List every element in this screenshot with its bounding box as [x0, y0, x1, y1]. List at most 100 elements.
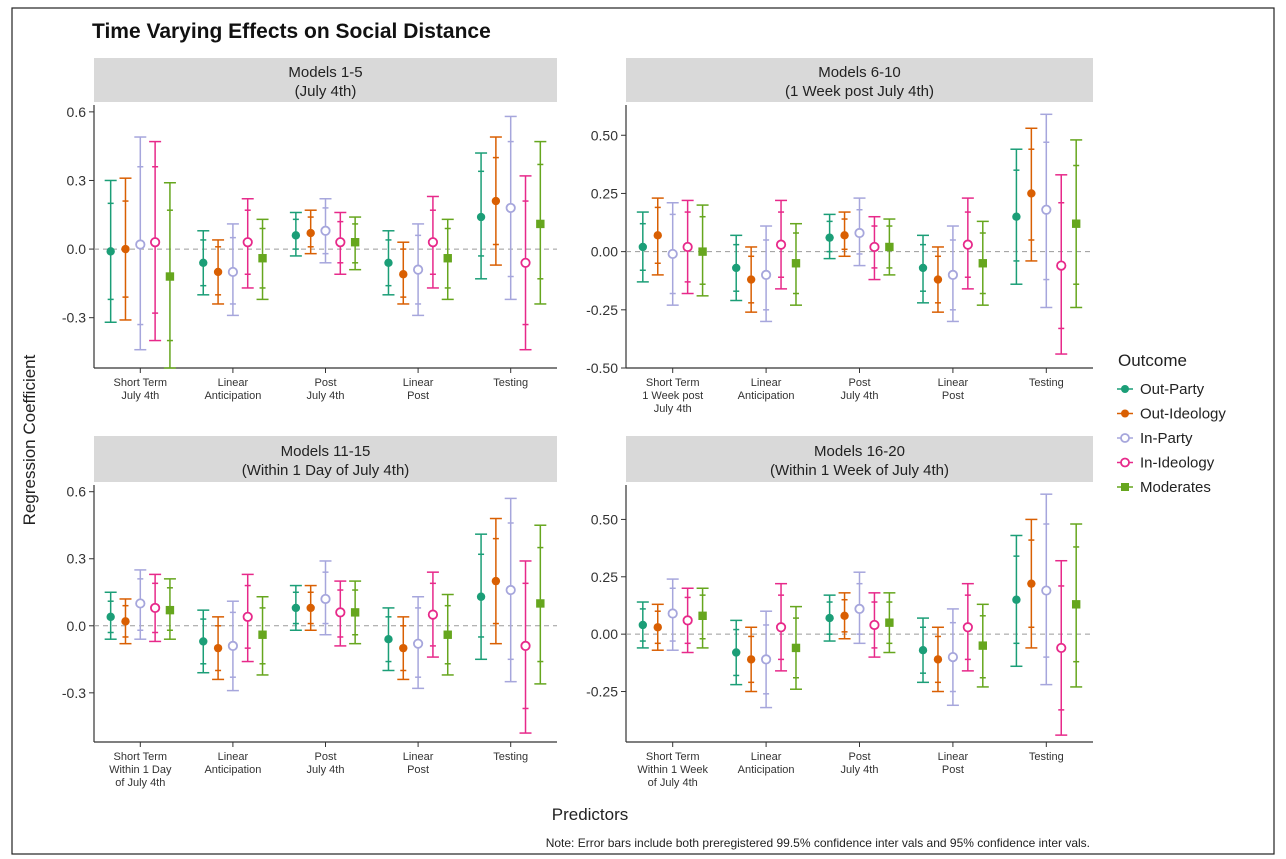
x-tick-label: Within 1 Week: [637, 764, 708, 776]
series-out-party: [636, 534, 1023, 686]
legend-item: Out-Party: [1117, 381, 1205, 398]
x-tick-label: July 4th: [121, 390, 159, 402]
x-tick-label: 1 Week post: [642, 390, 703, 402]
data-point: [825, 233, 834, 242]
x-tick-label: July 4th: [841, 390, 879, 402]
x-tick-label: Short Term: [646, 377, 700, 389]
x-tick-label: Linear: [403, 377, 434, 389]
data-point: [350, 608, 360, 617]
data-point: [199, 637, 208, 646]
data-point: [978, 259, 987, 268]
data-point: [746, 275, 756, 284]
data-point: [854, 227, 865, 239]
data-point: [427, 609, 439, 620]
y-tick-label: 0.0: [67, 241, 87, 257]
data-point: [840, 611, 849, 620]
series-in-party: [666, 113, 1053, 323]
data-point: [443, 254, 452, 263]
x-tick-label: Linear: [218, 377, 249, 389]
data-point: [682, 615, 693, 626]
data-point: [227, 266, 238, 278]
data-point: [227, 640, 238, 652]
y-tick-label: -0.3: [62, 685, 86, 701]
x-tick-label: Post: [314, 751, 336, 763]
x-tick-label: Anticipation: [204, 764, 261, 776]
x-tick-label: Anticipation: [204, 390, 261, 402]
data-point: [412, 264, 424, 275]
figure-border: [11, 7, 1275, 855]
data-point: [962, 239, 973, 250]
y-tick-label: 0.00: [591, 626, 618, 642]
y-tick-label: 0.25: [591, 569, 618, 585]
series-moderates: [163, 140, 547, 369]
y-tick-label: 0.0: [67, 618, 87, 634]
x-tick-label: Post: [407, 390, 429, 402]
data-point: [746, 655, 756, 664]
data-point: [698, 611, 707, 620]
series-in-ideology: [681, 559, 1068, 736]
x-tick-label: Linear: [751, 377, 782, 389]
data-point: [121, 244, 130, 254]
data-point: [1012, 595, 1021, 604]
panel-3: Models 11-15 (Within 1 Day of July 4th) 0.…: [62, 436, 557, 789]
data-point: [291, 603, 301, 613]
data-point: [505, 202, 516, 214]
data-point: [854, 603, 865, 615]
panel-title-line: Models 11-15: [281, 443, 371, 460]
data-point: [1027, 579, 1036, 588]
x-tick-label: Post: [848, 377, 870, 389]
legend-key-marker: [1120, 457, 1130, 468]
data-point: [150, 237, 161, 248]
data-point: [1056, 260, 1067, 271]
legend-key-marker: [1121, 483, 1129, 491]
data-point: [885, 242, 894, 252]
data-point: [775, 239, 787, 250]
data-point: [791, 643, 801, 653]
series-in-ideology: [681, 174, 1068, 355]
x-tick-label: of July 4th: [648, 777, 698, 789]
data-point: [536, 599, 545, 608]
series-out-ideology: [119, 136, 502, 321]
data-point: [335, 237, 346, 248]
data-point: [1071, 219, 1081, 228]
data-point: [791, 259, 801, 268]
series-in-party: [666, 493, 1053, 709]
data-point: [653, 623, 662, 632]
y-tick-label: -0.50: [586, 360, 618, 376]
series-out-party: [104, 152, 488, 324]
x-tick-label: Anticipation: [738, 764, 795, 776]
legend-item: In-Ideology: [1117, 455, 1215, 472]
data-point: [760, 654, 772, 665]
data-point: [350, 238, 360, 247]
x-tick-label: Post: [942, 764, 964, 776]
x-tick-label: July 4th: [307, 764, 345, 776]
x-tick-label: Linear: [938, 751, 969, 763]
data-point: [306, 603, 315, 613]
data-point: [399, 643, 408, 653]
panel-2: Models 6-10 (1 Week post July 4th) 0.50 0.2…: [586, 58, 1093, 415]
panel-title-line: Models 1-5: [288, 64, 362, 81]
data-point: [933, 275, 943, 284]
y-tick-label: -0.3: [62, 310, 86, 326]
legend-item: Moderates: [1117, 479, 1211, 496]
data-point: [885, 618, 894, 627]
panel-title-line: Models 6-10: [818, 64, 901, 81]
data-point: [732, 648, 741, 657]
data-point: [1041, 204, 1052, 215]
data-point: [135, 239, 146, 250]
data-point: [1056, 642, 1067, 654]
legend-label: Out-Ideology: [1140, 406, 1226, 423]
data-point: [106, 247, 115, 256]
x-tick-label: Post: [314, 377, 336, 389]
data-point: [199, 258, 208, 267]
data-point: [825, 613, 834, 623]
legend-key-marker: [1121, 385, 1129, 393]
data-point: [978, 641, 987, 650]
panel-title-line: Models 16-20: [814, 443, 905, 460]
y-tick-label: 0.00: [591, 244, 618, 260]
x-tick-label: Testing: [1029, 751, 1064, 763]
legend-item: Out-Ideology: [1117, 406, 1226, 423]
legend: Outcome Out-Party Out-Ideology In-Party In-I…: [1117, 351, 1226, 496]
series-out-ideology: [651, 518, 1038, 693]
